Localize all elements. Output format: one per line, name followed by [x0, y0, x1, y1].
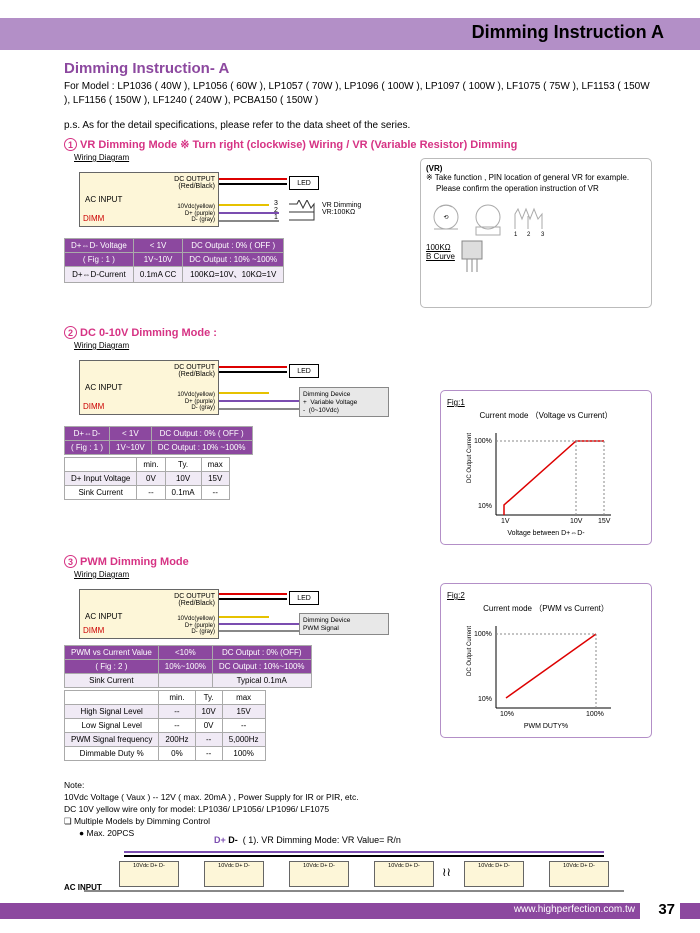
fig2-chart: 100% 10% 10% 100% DC Output Current — [466, 616, 626, 721]
led-box: LED — [289, 176, 319, 190]
header-title: Dimming Instruction A — [472, 22, 664, 43]
page-title: Dimming Instruction- A — [64, 60, 229, 77]
vr-pins: 321 — [274, 200, 278, 221]
break-icon: ≀≀ — [442, 865, 451, 879]
multi-model-diagram: D+ D- ( 1). VR Dimming Mode: VR Value= R… — [64, 835, 644, 905]
svg-text:10%: 10% — [478, 696, 492, 703]
svg-text:DC Output Current: DC Output Current — [467, 626, 473, 676]
vr-text: VR DimmingVR:100KΩ — [322, 202, 361, 216]
ps-note: p.s. As for the detail specifications, p… — [64, 120, 410, 131]
wire-black — [219, 183, 287, 185]
figure-2: Fig:2 Current mode （PWM vs Current） 100%… — [440, 583, 652, 738]
dc-output-label: DC OUTPUT(Red/Black) — [174, 176, 215, 190]
vr-knob-icon — [468, 199, 508, 239]
svg-text:10%: 10% — [478, 503, 492, 510]
ac-box: AC INPUT DC OUTPUT(Red/Black) DIMM 10Vdc… — [79, 360, 219, 415]
sec2-table1: D+⇔D-< 1VDC Output : 0% ( OFF ) ( Fig : … — [64, 426, 253, 455]
model-list: For Model : LP1036 ( 40W ), LP1056 ( 60W… — [64, 80, 654, 108]
sec3-heading: 3PWM Dimming Mode — [64, 555, 654, 568]
wire-gray — [219, 220, 279, 222]
vr-symbol-icon — [289, 200, 319, 224]
footer-url: www.highperfection.com.tw — [514, 904, 635, 915]
svg-text:10%: 10% — [500, 711, 514, 718]
svg-text:3: 3 — [541, 232, 545, 238]
svg-text:2: 2 — [527, 232, 531, 238]
footer: www.highperfection.com.tw 37 — [0, 903, 700, 919]
sec3-table2: min.Ty.max High Signal Level--10V15V Low… — [64, 690, 266, 761]
svg-text:10V: 10V — [570, 518, 583, 525]
vr-knob-icon: ⟲ — [426, 199, 466, 239]
svg-text:100%: 100% — [586, 711, 604, 718]
wire-yellow — [219, 204, 269, 206]
notes: Note: 10Vdc Voltage ( Vaux ) -- 12V ( ma… — [64, 780, 644, 839]
vr-curve-label: 100KΩB Curve — [426, 243, 455, 261]
svg-text:DC Output Current: DC Output Current — [467, 433, 473, 483]
sec3-table1: PWM vs Current Value<10%DC Output : 0% (… — [64, 645, 312, 688]
ac-box: AC INPUT DC OUTPUT(Red/Black) DIMM 10Vdc… — [79, 589, 219, 639]
sec2-heading: 2DC 0-10V Dimming Mode : — [64, 326, 654, 339]
figure-1: Fig:1 Current mode （Voltage vs Current） … — [440, 390, 652, 545]
dimming-device: Dimming DevicePWM Signal — [299, 613, 389, 635]
wire-red — [219, 178, 287, 180]
wire-purple — [219, 212, 279, 214]
svg-text:100%: 100% — [474, 631, 492, 638]
vr-component-icon — [457, 239, 487, 274]
vr-icons-row: ⟲ 1 2 3 — [426, 199, 646, 239]
svg-text:100%: 100% — [474, 438, 492, 445]
ac-box: AC INPUT DC OUTPUT(Red/Black) DIMM 10Vdc… — [79, 172, 219, 227]
dimming-device: Dimming Device+ Variable Voltage- (0~10V… — [299, 387, 389, 417]
page-number: 37 — [658, 901, 675, 918]
vr-info-panel: (VR) ※ Take function , PIN location of g… — [420, 158, 652, 308]
d-plus-label: D+ D- ( 1). VR Dimming Mode: VR Value= R… — [214, 835, 401, 845]
sec1-table: D+⇔D- Voltage< 1VDC Output : 0% ( OFF ) … — [64, 238, 284, 283]
sec1-heading: 1VR Dimming Mode ※ Turn right (clockwise… — [64, 138, 654, 151]
svg-text:⟲: ⟲ — [443, 215, 448, 221]
sec2-table2: min.Ty.max D+ Input Voltage0V10V15V Sink… — [64, 457, 230, 500]
num-1: 1 — [64, 138, 77, 151]
svg-text:1: 1 — [514, 232, 518, 238]
vr-resistor-icon: 1 2 3 — [510, 199, 550, 239]
svg-text:1V: 1V — [501, 518, 510, 525]
signal-labels: 10Vdc(yellow)D+ (purple)D- (gray) — [177, 204, 215, 224]
fig1-chart: 100% 10% 1V 10V 15V DC Output Current — [466, 423, 626, 528]
svg-text:15V: 15V — [598, 518, 611, 525]
